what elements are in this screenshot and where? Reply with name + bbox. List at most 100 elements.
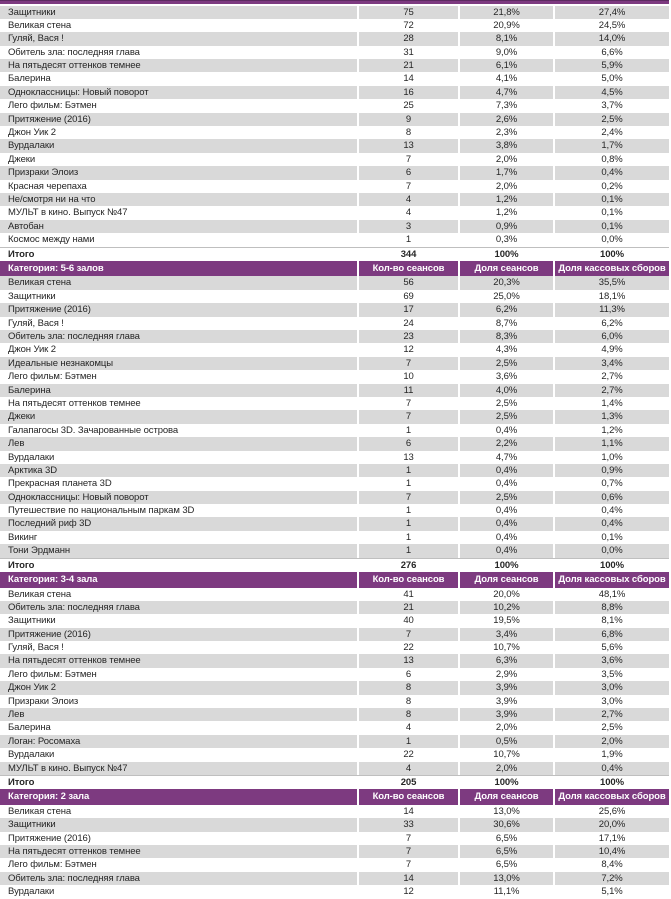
- sessions-count-cell[interactable]: 6: [359, 166, 460, 180]
- movie-title-cell[interactable]: Тони Эрдманн: [0, 544, 359, 558]
- sessions-count-cell[interactable]: 41: [359, 587, 460, 601]
- column-header[interactable]: Кол-во сеансов: [359, 572, 460, 588]
- column-header[interactable]: Доля кассовых сборов: [558, 574, 666, 586]
- sessions-count-cell[interactable]: 1: [359, 504, 460, 518]
- boxoffice-share-cell[interactable]: 1,1%: [601, 438, 623, 450]
- boxoffice-share-cell[interactable]: 0,1%: [601, 207, 623, 219]
- category-label[interactable]: Категория: 3-4 зала: [0, 572, 359, 588]
- sessions-share-cell[interactable]: 8,1%: [460, 32, 555, 46]
- movie-title-cell[interactable]: Балерина: [0, 72, 359, 86]
- sessions-share-cell[interactable]: 0,5%: [460, 734, 555, 749]
- sessions-share-cell[interactable]: 30,6%: [460, 818, 555, 832]
- sessions-share-cell[interactable]: 4,0%: [460, 383, 555, 397]
- sessions-count-cell[interactable]: 12: [359, 343, 460, 357]
- boxoffice-share-cell[interactable]: 0,4%: [601, 762, 623, 774]
- movie-title-cell[interactable]: Обитель зла: последняя глава: [0, 871, 359, 886]
- sessions-share-cell[interactable]: 13,0%: [460, 804, 555, 819]
- sessions-count-cell[interactable]: 7: [359, 179, 460, 193]
- movie-title-cell[interactable]: Обитель зла: последняя глава: [0, 329, 359, 344]
- sessions-share-cell[interactable]: 3,9%: [460, 681, 555, 695]
- boxoffice-share-cell[interactable]: 0,0%: [601, 545, 623, 557]
- movie-title-cell[interactable]: Притяжение (2016): [0, 112, 359, 127]
- movie-title-cell[interactable]: Галапагосы 3D. Зачарованные острова: [0, 423, 359, 438]
- sessions-count-cell[interactable]: 4: [359, 206, 460, 220]
- boxoffice-share-cell[interactable]: 11,3%: [599, 304, 625, 316]
- sessions-count-cell[interactable]: 21: [359, 59, 460, 73]
- movie-title-cell[interactable]: Притяжение (2016): [0, 831, 359, 846]
- boxoffice-share-cell[interactable]: 25,6%: [598, 805, 626, 817]
- boxoffice-share-cell[interactable]: 4,5%: [601, 86, 623, 98]
- sessions-count-cell[interactable]: 1: [359, 463, 460, 478]
- sessions-count-cell[interactable]: 9: [359, 112, 460, 127]
- boxoffice-share-cell[interactable]: 27,4%: [598, 6, 626, 18]
- boxoffice-share-cell[interactable]: 1,3%: [601, 411, 623, 423]
- boxoffice-share-cell[interactable]: 1,7%: [601, 140, 623, 152]
- movie-title-cell[interactable]: На пятьдесят оттенков темнее: [0, 845, 359, 859]
- sessions-count-cell[interactable]: 1: [359, 544, 460, 558]
- sessions-count-cell[interactable]: 7: [359, 356, 460, 371]
- sessions-share-cell[interactable]: 6,2%: [460, 303, 555, 317]
- boxoffice-share-cell[interactable]: 2,0%: [601, 735, 623, 747]
- sessions-share-cell[interactable]: 21,8%: [460, 5, 555, 19]
- sessions-count-cell[interactable]: 69: [359, 289, 460, 304]
- movie-title-cell[interactable]: МУЛЬТ в кино. Выпуск №47: [0, 206, 359, 220]
- boxoffice-share-cell[interactable]: 100%: [600, 559, 624, 571]
- sessions-share-cell[interactable]: 1,2%: [460, 206, 555, 220]
- movie-title-cell[interactable]: Лего фильм: Бэтмен: [0, 99, 359, 113]
- sessions-share-cell[interactable]: 100%: [460, 775, 555, 790]
- sessions-count-cell[interactable]: 8: [359, 708, 460, 722]
- movie-title-cell[interactable]: Призраки Элоиз: [0, 166, 359, 180]
- movie-title-cell[interactable]: Вурдалаки: [0, 139, 359, 153]
- movie-title-cell[interactable]: Балерина: [0, 721, 359, 735]
- sessions-share-cell[interactable]: 2,5%: [460, 356, 555, 371]
- sessions-share-cell[interactable]: 4,1%: [460, 72, 555, 86]
- sessions-share-cell[interactable]: 2,3%: [460, 126, 555, 140]
- sessions-count-cell[interactable]: 1: [359, 233, 460, 247]
- sessions-share-cell[interactable]: 2,0%: [460, 761, 555, 775]
- boxoffice-share-cell[interactable]: 0,4%: [601, 167, 623, 179]
- movie-title-cell[interactable]: Лев: [0, 708, 359, 722]
- sessions-count-cell[interactable]: 17: [359, 303, 460, 317]
- boxoffice-share-cell[interactable]: 6,2%: [601, 317, 623, 329]
- category-label[interactable]: Категория: 5-6 залов: [0, 260, 359, 277]
- boxoffice-share-cell[interactable]: 1,0%: [601, 451, 623, 463]
- movie-title-cell[interactable]: МУЛЬТ в кино. Выпуск №47: [0, 761, 359, 775]
- movie-title-cell[interactable]: Арктика 3D: [0, 463, 359, 478]
- movie-title-cell[interactable]: Автобан: [0, 219, 359, 234]
- sessions-count-cell[interactable]: 72: [359, 18, 460, 33]
- movie-title-cell[interactable]: Прекрасная планета 3D: [0, 477, 359, 491]
- movie-title-cell[interactable]: Лего фильм: Бэтмен: [0, 667, 359, 682]
- sessions-count-cell[interactable]: 40: [359, 614, 460, 628]
- sessions-share-cell[interactable]: 6,5%: [460, 858, 555, 872]
- sessions-share-cell[interactable]: 0,4%: [460, 517, 555, 531]
- column-header[interactable]: Доля кассовых сборов: [558, 791, 666, 803]
- sessions-count-cell[interactable]: 8: [359, 694, 460, 709]
- sessions-share-cell[interactable]: 11,1%: [460, 885, 555, 899]
- sessions-count-cell[interactable]: 13: [359, 139, 460, 153]
- movie-title-cell[interactable]: Притяжение (2016): [0, 627, 359, 642]
- sessions-share-cell[interactable]: 3,6%: [460, 370, 555, 384]
- movie-title-cell[interactable]: Защитники: [0, 614, 359, 628]
- sessions-count-cell[interactable]: 205: [359, 775, 460, 790]
- boxoffice-share-cell[interactable]: 0,8%: [601, 153, 623, 165]
- boxoffice-share-cell[interactable]: 20,0%: [598, 819, 626, 831]
- sessions-share-cell[interactable]: 2,0%: [460, 721, 555, 735]
- sessions-share-cell[interactable]: 0,4%: [460, 544, 555, 558]
- sessions-count-cell[interactable]: 1: [359, 423, 460, 438]
- movie-title-cell[interactable]: Джон Уик 2: [0, 126, 359, 140]
- movie-title-cell[interactable]: Защитники: [0, 5, 359, 19]
- boxoffice-share-cell[interactable]: 2,5%: [601, 722, 623, 734]
- sessions-share-cell[interactable]: 2,2%: [460, 437, 555, 451]
- sessions-count-cell[interactable]: 6: [359, 437, 460, 451]
- category-label[interactable]: Категория: 2 зала: [0, 789, 359, 805]
- boxoffice-share-cell[interactable]: 0,9%: [601, 464, 623, 476]
- sessions-count-cell[interactable]: 7: [359, 396, 460, 411]
- sessions-count-cell[interactable]: 1: [359, 530, 460, 545]
- column-header[interactable]: Доля сеансов: [460, 789, 555, 805]
- boxoffice-share-cell[interactable]: 24,5%: [598, 19, 626, 31]
- column-header[interactable]: Доля сеансов: [460, 572, 555, 588]
- sessions-count-cell[interactable]: 4: [359, 761, 460, 775]
- boxoffice-share-cell[interactable]: 100%: [600, 248, 624, 260]
- boxoffice-share-cell[interactable]: 2,7%: [601, 371, 623, 383]
- sessions-share-cell[interactable]: 2,9%: [460, 667, 555, 682]
